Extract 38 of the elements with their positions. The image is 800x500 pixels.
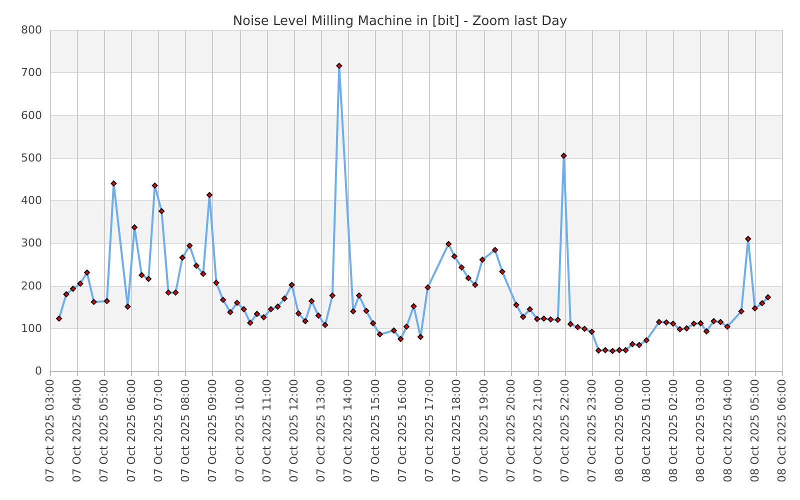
x-tick-label: 07 Oct 2025 12:00 (288, 379, 300, 482)
x-tick-label: 07 Oct 2025 20:00 (504, 379, 518, 482)
x-tick-label: 07 Oct 2025 07:00 (152, 379, 165, 482)
y-tick-label: 600 (21, 108, 42, 122)
x-tick-label: 08 Oct 2025 06:00 (776, 379, 788, 482)
x-tick-label: 08 Oct 2025 00:00 (612, 379, 626, 482)
x-tick-label: 08 Oct 2025 02:00 (667, 379, 680, 482)
y-tick-label: 700 (21, 66, 42, 80)
x-tick-label: 07 Oct 2025 21:00 (532, 379, 544, 482)
x-tick-label: 07 Oct 2025 08:00 (179, 379, 192, 482)
x-tick-label: 07 Oct 2025 09:00 (206, 379, 220, 482)
y-tick-label: 800 (21, 24, 42, 36)
x-tick-label: 08 Oct 2025 03:00 (694, 379, 708, 482)
x-tick-label: 07 Oct 2025 06:00 (124, 379, 138, 482)
x-tick-label: 07 Oct 2025 19:00 (477, 379, 490, 482)
x-tick-label: 07 Oct 2025 23:00 (586, 379, 599, 482)
x-tick-label: 07 Oct 2025 15:00 (368, 379, 382, 482)
y-tick-label: 100 (21, 322, 42, 335)
x-tick-label: 07 Oct 2025 13:00 (314, 379, 328, 482)
x-tick-label: 07 Oct 2025 04:00 (70, 379, 84, 482)
x-tick-label: 08 Oct 2025 04:00 (721, 379, 734, 482)
y-tick-label: 300 (21, 236, 42, 250)
x-tick-label: 07 Oct 2025 22:00 (558, 379, 572, 482)
y-tick-label: 400 (21, 194, 42, 207)
x-tick-label: 07 Oct 2025 03:00 (44, 379, 56, 482)
x-tick-label: 08 Oct 2025 05:00 (748, 379, 762, 482)
x-tick-label: 07 Oct 2025 11:00 (260, 379, 274, 482)
y-tick-label: 200 (21, 279, 42, 292)
chart-title: Noise Level Milling Machine in [bit] - Zoom last Day (232, 14, 568, 29)
x-tick-label: 07 Oct 2025 18:00 (450, 379, 464, 482)
x-tick-label: 08 Oct 2025 01:00 (640, 379, 653, 482)
x-tick-label: 07 Oct 2025 14:00 (342, 379, 355, 482)
x-tick-label: 07 Oct 2025 16:00 (396, 379, 409, 482)
y-tick-label: 0 (35, 364, 42, 378)
x-tick-label: 07 Oct 2025 05:00 (98, 379, 111, 482)
y-tick-label: 500 (21, 151, 42, 164)
x-tick-label: 07 Oct 2025 17:00 (423, 379, 436, 482)
x-tick-label: 07 Oct 2025 10:00 (233, 379, 246, 482)
